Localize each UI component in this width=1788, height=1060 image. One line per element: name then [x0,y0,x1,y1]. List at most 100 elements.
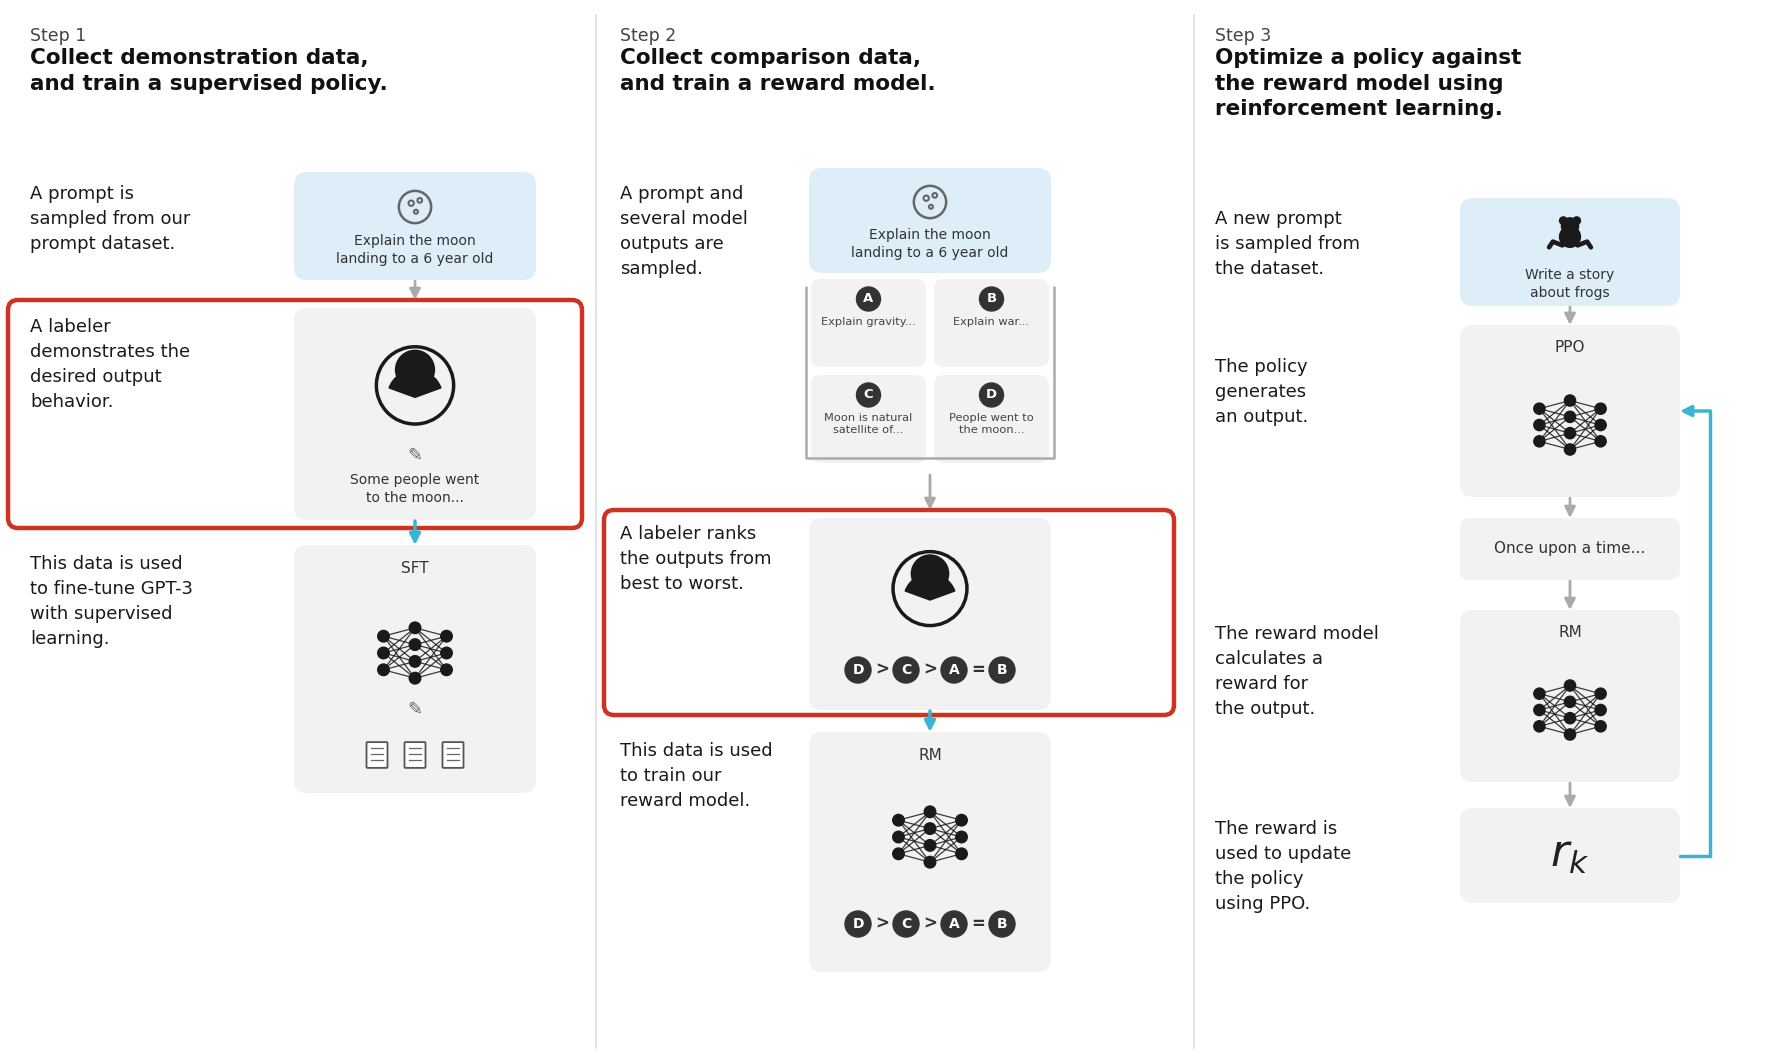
Text: A new prompt
is sampled from
the dataset.: A new prompt is sampled from the dataset… [1216,210,1361,278]
FancyBboxPatch shape [367,742,388,767]
Text: PPO: PPO [1556,340,1586,355]
Circle shape [397,351,433,388]
Text: The policy
generates
an output.: The policy generates an output. [1216,358,1309,426]
Text: D: D [985,389,998,402]
Text: =: = [971,915,985,933]
Text: Collect demonstration data,
and train a supervised policy.: Collect demonstration data, and train a … [30,48,388,93]
Circle shape [892,831,905,843]
Text: D: D [853,662,864,677]
Circle shape [856,287,880,311]
Circle shape [924,806,935,817]
FancyBboxPatch shape [808,732,1051,972]
Circle shape [892,814,905,826]
Text: >: > [923,915,937,933]
Circle shape [892,657,919,683]
Text: A: A [949,662,960,677]
Circle shape [1534,420,1545,430]
Text: A labeler ranks
the outputs from
best to worst.: A labeler ranks the outputs from best to… [620,525,771,593]
Circle shape [1595,688,1606,700]
Circle shape [1534,721,1545,732]
FancyBboxPatch shape [808,167,1051,273]
Text: Explain war...: Explain war... [953,317,1030,326]
Circle shape [892,911,919,937]
FancyBboxPatch shape [1461,808,1681,903]
FancyBboxPatch shape [7,300,583,528]
Text: Explain gravity...: Explain gravity... [821,317,915,326]
Circle shape [409,622,420,634]
Text: SFT: SFT [401,561,429,576]
Text: The reward model
calculates a
reward for
the output.: The reward model calculates a reward for… [1216,625,1379,718]
Circle shape [846,911,871,937]
Text: RM: RM [1557,625,1582,640]
Circle shape [1564,395,1575,406]
FancyBboxPatch shape [1461,610,1681,782]
Circle shape [1595,420,1606,430]
Circle shape [989,657,1016,683]
Circle shape [1564,712,1575,724]
Circle shape [399,353,431,386]
Circle shape [924,823,935,834]
Text: Collect comparison data,
and train a reward model.: Collect comparison data, and train a rew… [620,48,935,93]
Text: The reward is
used to update
the policy
using PPO.: The reward is used to update the policy … [1216,820,1352,913]
Circle shape [980,287,1003,311]
Circle shape [924,856,935,868]
Text: This data is used
to fine-tune GPT-3
with supervised
learning.: This data is used to fine-tune GPT-3 wit… [30,555,193,648]
Text: A: A [949,917,960,931]
FancyBboxPatch shape [293,172,536,280]
Circle shape [1564,679,1575,691]
Text: ✎: ✎ [408,447,422,465]
Circle shape [980,383,1003,407]
Circle shape [1595,403,1606,414]
FancyBboxPatch shape [808,518,1051,710]
Circle shape [846,657,871,683]
Circle shape [1595,705,1606,716]
Wedge shape [905,573,955,600]
Text: Step 3: Step 3 [1216,26,1271,45]
FancyBboxPatch shape [933,279,1050,367]
Circle shape [856,383,880,407]
Text: This data is used
to train our
reward model.: This data is used to train our reward mo… [620,742,772,810]
Circle shape [1573,217,1581,225]
Circle shape [397,351,433,388]
Circle shape [409,639,420,651]
Wedge shape [390,370,442,398]
Text: RM: RM [917,748,942,763]
Circle shape [957,831,967,843]
Text: Explain the moon
landing to a 6 year old: Explain the moon landing to a 6 year old [336,234,493,266]
FancyBboxPatch shape [442,742,463,767]
FancyBboxPatch shape [1461,518,1681,580]
Text: >: > [874,915,889,933]
Text: Write a story
about frogs: Write a story about frogs [1525,268,1615,300]
Text: Moon is natural
satellite of...: Moon is natural satellite of... [824,413,912,436]
Circle shape [1595,436,1606,447]
Circle shape [1534,688,1545,700]
Text: C: C [864,389,873,402]
Text: C: C [901,662,912,677]
FancyBboxPatch shape [293,545,536,793]
FancyBboxPatch shape [1461,325,1681,497]
Text: >: > [923,661,937,679]
Circle shape [1595,721,1606,732]
Circle shape [957,814,967,826]
FancyBboxPatch shape [1461,198,1681,306]
Text: B: B [996,662,1007,677]
Text: ✎: ✎ [408,701,422,719]
FancyBboxPatch shape [812,279,926,367]
Circle shape [1564,729,1575,740]
Circle shape [924,840,935,851]
Circle shape [409,672,420,684]
Text: Some people went
to the moon...: Some people went to the moon... [350,473,479,505]
Circle shape [1561,218,1579,235]
Text: People went to
the moon...: People went to the moon... [949,413,1033,436]
FancyBboxPatch shape [812,375,926,463]
Circle shape [989,911,1016,937]
Circle shape [1564,696,1575,707]
Text: Once upon a time...: Once upon a time... [1495,542,1645,556]
Text: >: > [874,661,889,679]
Circle shape [1559,227,1581,247]
Text: A prompt and
several model
outputs are
sampled.: A prompt and several model outputs are s… [620,186,747,278]
FancyBboxPatch shape [404,742,426,767]
Circle shape [892,848,905,860]
Circle shape [912,556,948,591]
Text: Step 1: Step 1 [30,26,86,45]
